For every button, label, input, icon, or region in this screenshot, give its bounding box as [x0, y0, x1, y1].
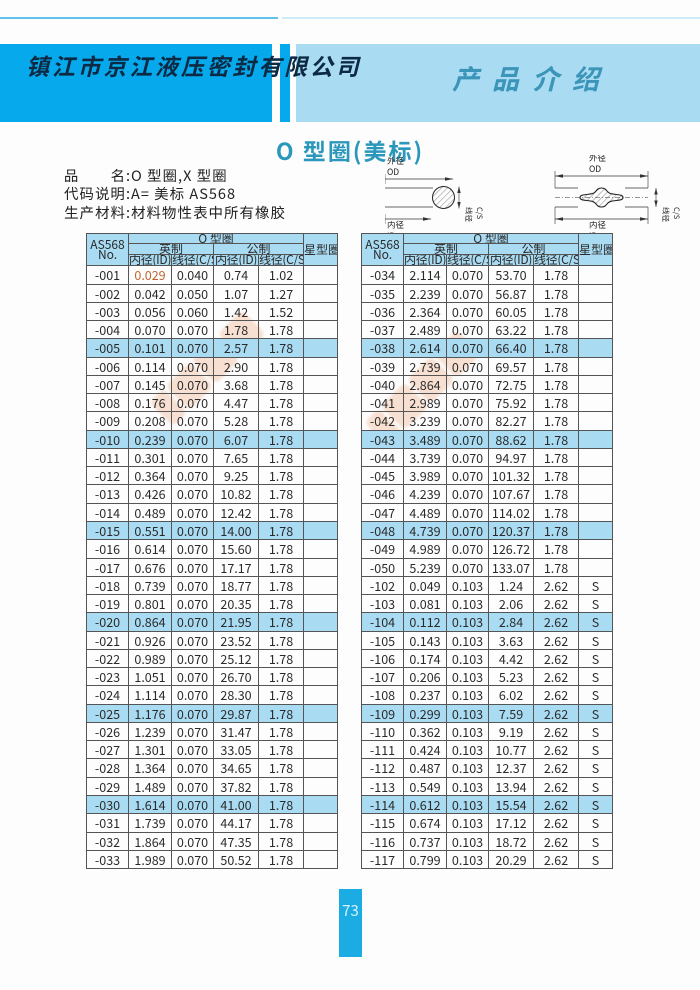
svg-text:OD: OD	[589, 163, 601, 175]
svg-text:C/S: C/S	[671, 207, 682, 220]
svg-text:C/S: C/S	[474, 207, 485, 220]
svg-text:线径: 线径	[463, 207, 474, 222]
svg-text:线径: 线径	[660, 207, 671, 222]
svg-text:OD: OD	[387, 166, 399, 178]
